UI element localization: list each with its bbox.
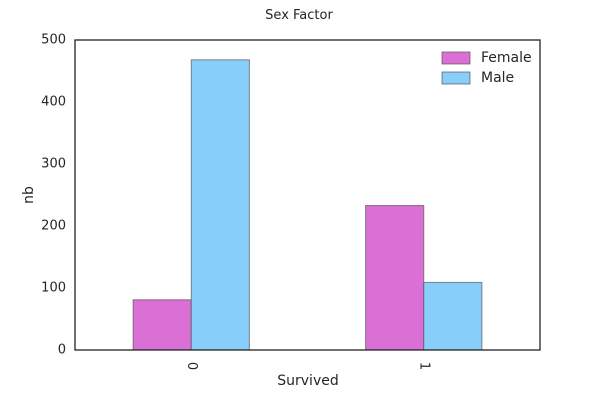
plot-frame (74, 39, 541, 351)
x-axis-label: Survived (277, 373, 338, 389)
bar-female-0 (132, 299, 192, 351)
bar-male-0 (190, 59, 250, 351)
legend: Female Male (441, 50, 532, 86)
bar-male-1 (423, 281, 483, 351)
y-tick-label-400: 400 (41, 95, 66, 110)
y-axis-label: nb (21, 186, 37, 204)
legend-swatch-female (441, 51, 471, 65)
y-tick-label-500: 500 (41, 33, 66, 48)
y-tick-label-200: 200 (41, 219, 66, 234)
y-tick-label-0: 0 (58, 343, 66, 358)
legend-label-male: Male (481, 70, 514, 86)
x-tick-label-1: 1 (416, 362, 431, 370)
plot-area: 0 1 0 100 200 300 400 500 (41, 33, 541, 370)
y-tick-label-100: 100 (41, 281, 66, 296)
chart-title: Sex Factor (265, 8, 333, 23)
legend-label-female: Female (481, 50, 532, 66)
x-tick-label-0: 0 (184, 362, 199, 370)
y-tick-label-300: 300 (41, 157, 66, 172)
bar-female-1 (365, 205, 425, 351)
legend-swatch-male (441, 71, 471, 85)
